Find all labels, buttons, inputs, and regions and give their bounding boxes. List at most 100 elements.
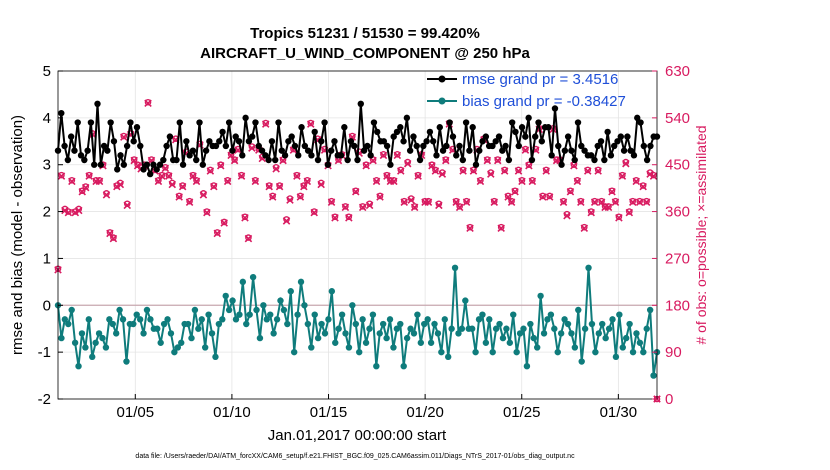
rmse-point: [390, 133, 397, 140]
rmse-point: [393, 128, 401, 136]
obs-possible-point: [359, 203, 366, 210]
bias-point: [314, 334, 322, 342]
obs-assimilated-point: [95, 177, 104, 186]
obs-assimilated-point: [85, 172, 93, 180]
bias-point: [321, 330, 329, 337]
rmse-point: [354, 156, 361, 164]
rmse-point: [179, 161, 187, 168]
y-tick-label: 4: [43, 110, 51, 127]
rmse-point: [466, 147, 473, 154]
bias-point: [530, 334, 537, 342]
rmse-point: [578, 142, 585, 150]
y-tick-label: 2: [43, 204, 51, 221]
rmse-point: [640, 142, 648, 150]
rmse-point: [166, 133, 174, 140]
bias-point: [219, 316, 226, 323]
bias-point: [479, 311, 486, 318]
bias-point: [58, 334, 65, 342]
bias-point: [136, 316, 144, 323]
rmse-point: [443, 142, 450, 150]
obs-assimilated-point: [611, 198, 620, 206]
bias-point: [602, 334, 609, 342]
rmse-point: [439, 147, 447, 154]
obs-possible-point: [120, 132, 128, 140]
y2-tick-label: 270: [665, 250, 690, 267]
obs-assimilated-point: [216, 161, 225, 170]
x-tick-label: 01/15: [310, 404, 348, 421]
obs-assimilated-point: [497, 224, 505, 232]
rmse-point: [535, 119, 542, 126]
rmse-point: [133, 124, 141, 131]
obs-possible-point: [383, 171, 391, 179]
bias-point: [256, 334, 264, 342]
rmse-point: [295, 152, 302, 159]
obs-possible-point: [518, 177, 526, 184]
obs-assimilated-point: [642, 198, 651, 206]
obs-possible-point: [175, 192, 183, 200]
bias-point: [174, 344, 181, 351]
obs-possible-point: [594, 166, 602, 174]
obs-count-markers: [54, 98, 661, 403]
obs-assimilated-point: [649, 172, 658, 180]
rmse-point: [268, 138, 276, 145]
obs-assimilated-point: [286, 196, 294, 204]
bias-point: [499, 334, 507, 342]
rmse-point: [512, 128, 519, 136]
bias-point: [441, 316, 448, 323]
y-tick-label: -2: [38, 391, 51, 408]
rmse-point: [77, 152, 85, 159]
rmse-point: [374, 128, 381, 136]
bias-point: [191, 306, 199, 314]
obs-possible-point: [245, 234, 252, 241]
obs-assimilated-point: [144, 99, 152, 108]
y-tick-label: 5: [43, 63, 51, 80]
obs-possible-point: [504, 192, 512, 200]
obs-possible-point: [511, 187, 519, 195]
obs-assimilated-point: [511, 188, 519, 196]
rmse-point: [327, 147, 335, 154]
obs-assimilated-point: [462, 198, 471, 206]
obs-possible-point: [293, 171, 301, 179]
obs-possible-point: [636, 197, 643, 205]
obs-possible-point: [442, 156, 450, 163]
obs-possible-point: [307, 119, 315, 127]
rmse-point: [212, 142, 220, 150]
rmse-point: [58, 109, 65, 117]
obs-possible-point: [639, 182, 647, 189]
rmse-point: [206, 138, 213, 145]
bias-point: [222, 292, 229, 300]
bias-point: [403, 334, 411, 342]
rmse-point: [558, 161, 565, 168]
obs-assimilated-point: [559, 198, 568, 206]
bias-point: [575, 306, 582, 314]
bias-point: [352, 320, 359, 328]
obs-assimilated-point: [608, 188, 616, 196]
rmse-point: [351, 142, 358, 150]
rmse-point: [337, 152, 345, 159]
bias-point: [427, 339, 435, 346]
bias-point: [95, 330, 103, 337]
rmse-point: [202, 147, 210, 154]
bias-point: [421, 320, 428, 328]
rmse-point: [383, 142, 391, 150]
rmse-point: [324, 161, 332, 168]
bias-point: [544, 316, 551, 323]
rmse-point: [436, 124, 443, 131]
rmse-point: [423, 138, 430, 145]
rmse-point: [360, 147, 368, 154]
y-tick-label: 0: [43, 297, 51, 314]
bias-point: [270, 330, 277, 337]
obs-assimilated-point: [251, 177, 260, 186]
bias-point: [475, 316, 483, 323]
rmse-point: [71, 147, 78, 154]
obs-possible-point: [490, 197, 498, 205]
bias-point: [178, 339, 185, 346]
obs-possible-point: [501, 166, 508, 174]
obs-assimilated-point: [632, 177, 640, 186]
obs-possible-point: [106, 229, 114, 236]
obs-assimilated-point: [563, 211, 571, 220]
rmse-point: [137, 142, 144, 150]
rmse-point: [298, 124, 305, 131]
obs-possible-point: [144, 98, 152, 106]
obs-assimilated-point: [455, 203, 464, 212]
